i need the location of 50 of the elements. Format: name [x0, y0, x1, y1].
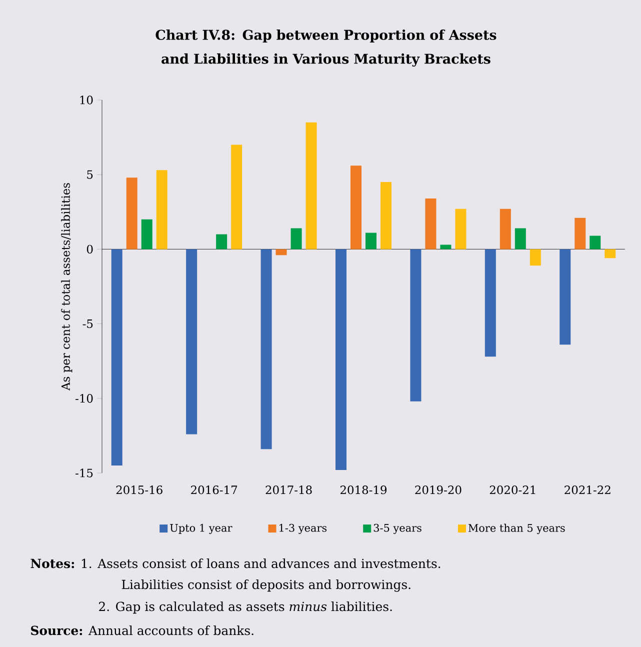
x-tick-label: 2020-21	[490, 486, 536, 494]
bar	[231, 144, 242, 250]
bar	[111, 249, 122, 466]
y-tick-label: -15	[76, 468, 93, 478]
legend-label: 1-3 years	[280, 524, 327, 534]
x-tick-label: 2018-19	[340, 486, 387, 494]
chart-title: Chart IV.8: Gap between Proportion of Assets and Liabilities in Various Maturity Brackets	[156, 30, 496, 67]
x-tick-label: 2017-18	[266, 486, 312, 494]
bar	[604, 249, 616, 258]
y-tick-label: -5	[82, 320, 93, 328]
bar	[514, 228, 526, 250]
bar	[306, 122, 317, 250]
x-tick-label: 2021-22	[564, 486, 610, 494]
bar	[290, 228, 302, 250]
bar	[590, 236, 601, 250]
y-tick-label: -10	[76, 394, 93, 403]
y-axis-title: As per cent of total assets/liabilities	[61, 183, 72, 391]
bar	[141, 219, 152, 250]
y-tick-label: 5	[87, 170, 93, 179]
bar	[350, 166, 362, 250]
y-tick-label: 0	[86, 244, 93, 254]
bar	[216, 234, 228, 250]
bar	[560, 249, 571, 345]
bar	[440, 244, 452, 250]
x-tick-label: 2019-20	[415, 486, 462, 494]
bar	[410, 249, 422, 402]
text: Liabilities consist of deposits and borrowings.	[122, 580, 410, 592]
x-tick-label: 2015-16	[116, 486, 162, 494]
bar	[126, 178, 138, 250]
bar	[365, 232, 376, 250]
legend-label: More than 5 years	[468, 524, 565, 534]
bar	[500, 208, 511, 250]
bar	[455, 208, 466, 250]
bar	[380, 182, 392, 250]
bar	[186, 249, 198, 434]
x-tick-label: 2016-17	[191, 486, 238, 494]
bar	[335, 249, 346, 470]
bar	[276, 249, 287, 256]
text: Source: Annual accounts of banks.	[31, 626, 254, 636]
legend-label: 3-5 years	[374, 524, 422, 534]
text: Notes: 1. Assets consist of loans and advances and investments.	[30, 558, 440, 568]
bar	[484, 249, 496, 357]
bar	[574, 218, 586, 250]
bar	[425, 198, 436, 250]
legend-label: Upto 1 year	[170, 524, 232, 534]
bar	[156, 170, 168, 250]
y-tick-label: 10	[80, 96, 93, 104]
bar	[530, 249, 541, 266]
bar	[260, 249, 272, 450]
text: 2. Gap is calculated as assets minus liabilities.	[99, 602, 392, 614]
